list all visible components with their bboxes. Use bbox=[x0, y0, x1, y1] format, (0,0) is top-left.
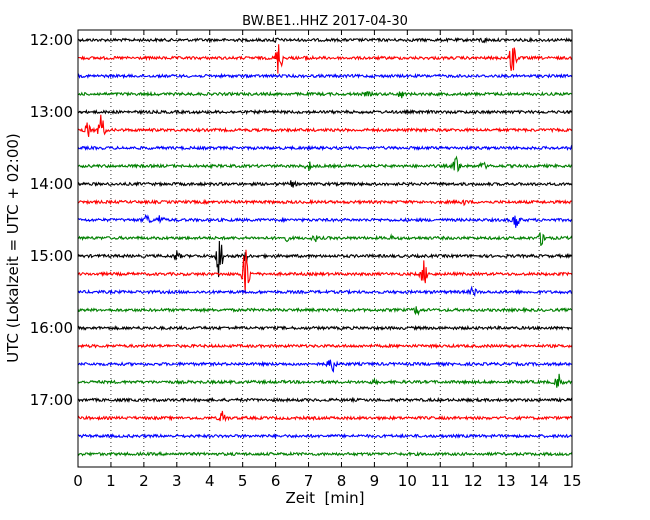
x-tick-label: 5 bbox=[238, 472, 248, 490]
plot-frame bbox=[77, 29, 573, 468]
x-tick-label: 11 bbox=[431, 472, 450, 490]
seismic-trace bbox=[77, 36, 573, 44]
y-tick-label: 14:00 bbox=[30, 175, 73, 193]
x-tick-label: 4 bbox=[205, 472, 215, 490]
seismic-trace bbox=[77, 90, 573, 99]
x-tick-label: 14 bbox=[530, 472, 549, 490]
seismic-trace bbox=[77, 72, 573, 80]
x-tick-label: 6 bbox=[271, 472, 281, 490]
seismic-trace bbox=[77, 410, 573, 423]
seismic-trace bbox=[77, 240, 573, 278]
seismic-trace bbox=[77, 232, 573, 247]
x-tick-label: 10 bbox=[398, 472, 417, 490]
y-tick-label: 15:00 bbox=[30, 247, 73, 265]
y-tick-label: 16:00 bbox=[30, 319, 73, 337]
x-tick-label: 13 bbox=[497, 472, 516, 490]
traces bbox=[77, 36, 573, 457]
seismic-trace bbox=[77, 285, 573, 297]
seismic-trace bbox=[77, 343, 573, 350]
seismic-trace bbox=[77, 359, 573, 373]
ticks: 0 1 2 3 4 5 6 7 8 9 10 11 12 13 14 1512:0013:0014:0015:… bbox=[30, 30, 582, 490]
x-tick-label: 15 bbox=[562, 472, 581, 490]
seismic-trace bbox=[77, 155, 573, 173]
x-tick-label: 1 bbox=[106, 472, 116, 490]
y-axis-label: UTC (Lokalzeit = UTC + 02:00) bbox=[4, 133, 22, 363]
seismic-trace bbox=[77, 214, 573, 228]
x-tick-label: 7 bbox=[304, 472, 314, 490]
x-tick-label: 2 bbox=[139, 472, 149, 490]
x-tick-label: 0 bbox=[73, 472, 83, 490]
y-tick-label: 13:00 bbox=[30, 103, 73, 121]
x-tick-label: 12 bbox=[464, 472, 483, 490]
seismic-trace bbox=[77, 249, 573, 294]
grid bbox=[110, 30, 540, 467]
x-tick-label: 8 bbox=[337, 472, 347, 490]
y-tick-label: 12:00 bbox=[30, 31, 73, 49]
seismic-trace bbox=[77, 114, 573, 137]
seismic-trace bbox=[77, 396, 573, 404]
x-tick-label: 9 bbox=[370, 472, 380, 490]
chart-title: BW.BE1..HHZ 2017-04-30 bbox=[242, 14, 408, 29]
x-tick-label: 3 bbox=[172, 472, 182, 490]
seismic-trace bbox=[77, 306, 573, 317]
seismic-trace bbox=[77, 451, 573, 457]
seismic-trace bbox=[77, 179, 573, 188]
x-axis-label: Zeit [min] bbox=[285, 489, 364, 507]
seismic-trace bbox=[77, 198, 573, 207]
seismic-trace bbox=[77, 44, 573, 74]
y-tick-label: 17:00 bbox=[30, 391, 73, 409]
seismic-trace bbox=[77, 432, 573, 440]
seismic-trace bbox=[77, 108, 573, 116]
seismic-trace bbox=[77, 373, 573, 388]
seismic-trace bbox=[77, 144, 573, 152]
seismic-trace bbox=[77, 324, 573, 332]
